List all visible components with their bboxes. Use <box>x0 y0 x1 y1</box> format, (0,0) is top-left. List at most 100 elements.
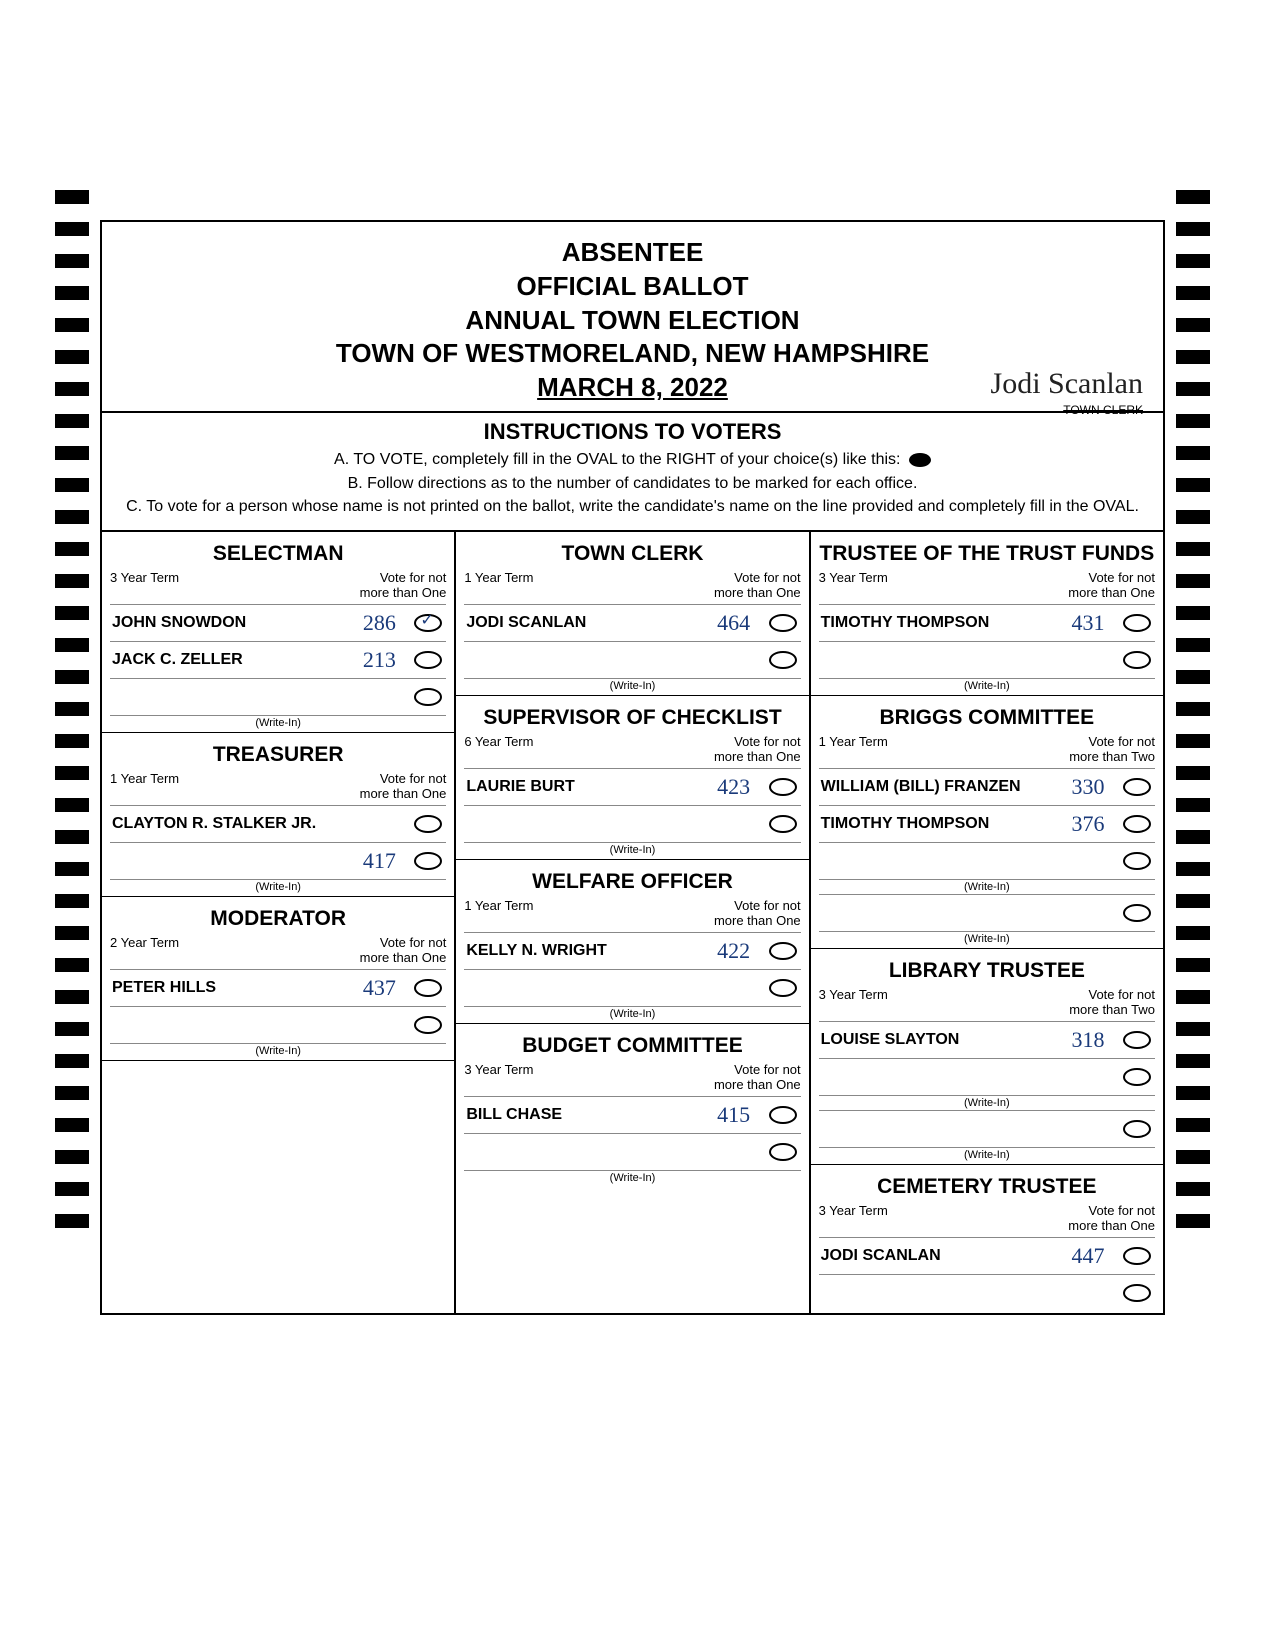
writein-line[interactable] <box>110 688 410 706</box>
writein-label: (Write-In) <box>464 678 800 693</box>
office-trustee-trust-funds: TRUSTEE OF THE TRUST FUNDS 3 Year Term V… <box>811 532 1163 696</box>
vote-oval[interactable] <box>414 614 442 632</box>
candidate-row: JODI SCANLAN 464 <box>464 604 800 641</box>
vote-oval[interactable] <box>769 614 797 632</box>
vote-oval[interactable] <box>1123 778 1151 796</box>
writein-row <box>819 1110 1155 1147</box>
vote-oval[interactable] <box>769 979 797 997</box>
writein-line[interactable] <box>819 1120 1119 1138</box>
candidate-name: JODI SCANLAN <box>464 614 702 632</box>
instructions-title: INSTRUCTIONS TO VOTERS <box>122 419 1143 445</box>
writein-line[interactable] <box>464 651 764 669</box>
office-title: CEMETERY TRUSTEE <box>819 1175 1155 1199</box>
writein-line[interactable] <box>110 852 348 870</box>
writein-label: (Write-In) <box>819 931 1155 946</box>
vote-oval[interactable] <box>414 651 442 669</box>
writein-line[interactable] <box>464 1143 764 1161</box>
vote-oval[interactable] <box>414 815 442 833</box>
candidate-name: KELLY N. WRIGHT <box>464 942 702 960</box>
office-budget-committee: BUDGET COMMITTEE 3 Year Term Vote for no… <box>456 1024 808 1187</box>
vote-oval[interactable] <box>1123 1031 1151 1049</box>
writein-row <box>110 678 446 715</box>
writein-row <box>819 894 1155 931</box>
writein-line[interactable] <box>819 1284 1119 1302</box>
instruction-b: B. Follow directions as to the number of… <box>122 473 1143 495</box>
vote-oval[interactable] <box>1123 614 1151 632</box>
vote-oval[interactable] <box>769 651 797 669</box>
office-title: MODERATOR <box>110 907 446 931</box>
header-line2: OFFICIAL BALLOT <box>112 270 1153 304</box>
vote-oval[interactable] <box>769 1143 797 1161</box>
office-title: TRUSTEE OF THE TRUST FUNDS <box>819 542 1155 566</box>
tally: 417 <box>348 848 410 874</box>
vote-oval[interactable] <box>1123 1247 1151 1265</box>
writein-row <box>464 805 800 842</box>
vote-oval[interactable] <box>1123 1068 1151 1086</box>
office-library-trustee: LIBRARY TRUSTEE 3 Year Term Vote for not… <box>811 949 1163 1165</box>
vote-instruction: Vote for not more than One <box>360 771 447 801</box>
writein-line[interactable] <box>819 1068 1119 1086</box>
office-sub: 6 Year Term Vote for not more than One <box>464 734 800 764</box>
vote-oval[interactable] <box>1123 815 1151 833</box>
writein-row <box>819 641 1155 678</box>
writein-line[interactable] <box>464 815 764 833</box>
writein-line[interactable] <box>819 651 1119 669</box>
vote-oval[interactable] <box>414 852 442 870</box>
term: 1 Year Term <box>464 570 533 600</box>
ballot-header: ABSENTEE OFFICIAL BALLOT ANNUAL TOWN ELE… <box>102 222 1163 411</box>
candidate-name: TIMOTHY THOMPSON <box>819 815 1057 833</box>
office-title: TOWN CLERK <box>464 542 800 566</box>
writein-label: (Write-In) <box>464 842 800 857</box>
vote-oval[interactable] <box>414 1016 442 1034</box>
vote-oval[interactable] <box>769 778 797 796</box>
vote-oval[interactable] <box>769 942 797 960</box>
vote-oval[interactable] <box>769 1106 797 1124</box>
office-title: BRIGGS COMMITTEE <box>819 706 1155 730</box>
candidate-name: CLAYTON R. STALKER JR. <box>110 815 410 833</box>
vote-oval[interactable] <box>1123 651 1151 669</box>
vote-oval[interactable] <box>1123 852 1151 870</box>
writein-line[interactable] <box>110 1016 410 1034</box>
candidate-row: JACK C. ZELLER 213 <box>110 641 446 678</box>
vote-oval[interactable] <box>1123 904 1151 922</box>
vote-oval[interactable] <box>414 979 442 997</box>
office-title: LIBRARY TRUSTEE <box>819 959 1155 983</box>
candidate-row: CLAYTON R. STALKER JR. <box>110 805 446 842</box>
candidate-row: JODI SCANLAN 447 <box>819 1237 1155 1274</box>
vote-oval[interactable] <box>1123 1284 1151 1302</box>
vote-instruction: Vote for not more than Two <box>1069 734 1155 764</box>
vote-instruction: Vote for not more than One <box>714 1062 801 1092</box>
writein-line[interactable] <box>819 904 1119 922</box>
candidate-name: JACK C. ZELLER <box>110 651 348 669</box>
term: 3 Year Term <box>110 570 179 600</box>
term: 1 Year Term <box>819 734 888 764</box>
vote-instruction: Vote for not more than One <box>714 570 801 600</box>
vote-oval[interactable] <box>769 815 797 833</box>
vote-oval[interactable] <box>1123 1120 1151 1138</box>
candidate-name: BILL CHASE <box>464 1106 702 1124</box>
office-treasurer: TREASURER 1 Year Term Vote for not more … <box>102 733 454 897</box>
writein-row: 417 <box>110 842 446 879</box>
vote-instruction: Vote for not more than One <box>714 734 801 764</box>
office-moderator: MODERATOR 2 Year Term Vote for not more … <box>102 897 454 1061</box>
vote-instruction: Vote for not more than Two <box>1069 987 1155 1017</box>
writein-row <box>819 1058 1155 1095</box>
tally: 286 <box>348 610 410 636</box>
writein-row <box>464 969 800 1006</box>
office-sub: 1 Year Term Vote for not more than One <box>464 898 800 928</box>
office-title: WELFARE OFFICER <box>464 870 800 894</box>
office-sub: 3 Year Term Vote for not more than One <box>819 1203 1155 1233</box>
writein-line[interactable] <box>819 852 1119 870</box>
term: 3 Year Term <box>819 570 888 600</box>
candidate-row: BILL CHASE 415 <box>464 1096 800 1133</box>
office-sub: 3 Year Term Vote for not more than Two <box>819 987 1155 1017</box>
column-2: TOWN CLERK 1 Year Term Vote for not more… <box>456 532 810 1314</box>
candidate-name: PETER HILLS <box>110 979 348 997</box>
vote-oval[interactable] <box>414 688 442 706</box>
office-sub: 1 Year Term Vote for not more than One <box>110 771 446 801</box>
writein-line[interactable] <box>464 979 764 997</box>
office-sub: 1 Year Term Vote for not more than One <box>464 570 800 600</box>
candidate-row: WILLIAM (BILL) FRANZEN 330 <box>819 768 1155 805</box>
timing-marks-right <box>1176 190 1210 1228</box>
office-selectman: SELECTMAN 3 Year Term Vote for not more … <box>102 532 454 733</box>
